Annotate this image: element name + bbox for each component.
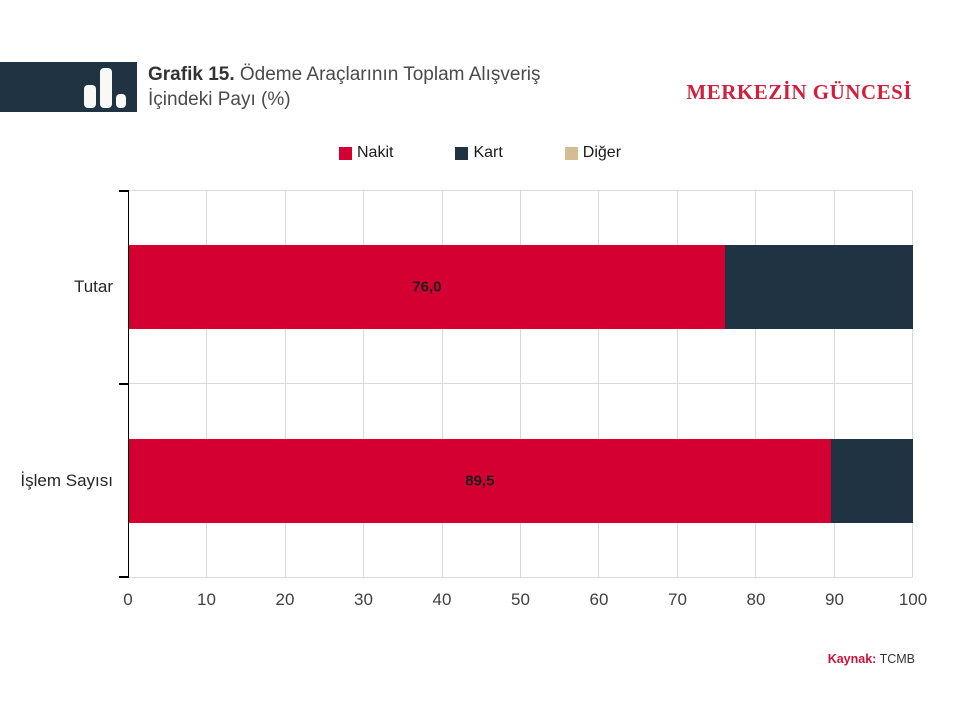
axis-tick — [119, 190, 128, 192]
legend-swatch-diğer — [564, 146, 578, 160]
gridline-horizontal — [129, 383, 913, 384]
gridline-vertical-40 — [441, 190, 443, 578]
legend-label: Diğer — [582, 144, 622, 161]
legend-swatch-nakit — [338, 146, 352, 160]
legend: Nakit Kart Diğer — [0, 144, 960, 162]
x-tick-label-40: 40 — [432, 590, 452, 609]
bar-segment-nakit — [129, 439, 831, 523]
brand-logo: MERKEZİN GÜNCESİ — [686, 80, 912, 104]
x-tick-label-50: 50 — [511, 590, 530, 609]
bar-row-0: 76,0 — [129, 190, 913, 384]
publication-logo — [0, 62, 137, 112]
gridline-vertical-90 — [833, 190, 835, 578]
x-tick-label-80: 80 — [746, 590, 766, 609]
bar-segment-nakit — [129, 245, 725, 329]
chart-title-line1: Ödeme Araçlarının Toplam Alışveriş — [234, 64, 541, 85]
gridline-vertical-80 — [755, 190, 757, 578]
bar-chart-icon — [84, 68, 126, 108]
x-axis-ticks: 0 10 20 30 40 50 60 70 80 90 100 — [123, 590, 927, 612]
plot-area: 76,0 89,5 — [119, 190, 913, 578]
legend-label: Kart — [473, 144, 503, 161]
category-label-1: İşlem Sayısı — [20, 471, 113, 490]
source-label: Kaynak: — [827, 652, 877, 666]
legend-swatch-kart — [455, 146, 469, 160]
category-labels: Tutar İşlem Sayısı — [0, 190, 113, 578]
category-label-0: Tutar — [73, 277, 113, 296]
stacked-bar-1: 89,5 — [129, 439, 913, 523]
bar-segment-kart — [724, 245, 913, 329]
bar-value-label: 76,0 — [412, 278, 442, 296]
chart-title: Grafik 15. Ödeme Araçlarının Toplam Alış… — [148, 62, 648, 112]
bar-row-1: 89,5 — [129, 384, 913, 578]
axis-tick — [119, 576, 128, 578]
x-tick-label-0: 0 — [123, 590, 133, 609]
gridline-horizontal — [129, 577, 913, 578]
gridline-vertical-30 — [363, 190, 365, 578]
legend-label: Nakit — [356, 144, 394, 161]
gridline-vertical-50 — [520, 190, 521, 578]
x-tick-label-30: 30 — [354, 590, 373, 609]
stacked-bar-0: 76,0 — [129, 245, 913, 329]
gridline-vertical-20 — [284, 190, 286, 578]
x-tick-label-90: 90 — [825, 590, 844, 609]
x-tick-label-20: 20 — [275, 590, 295, 609]
bar-segment-kart — [830, 439, 913, 523]
axis-tick — [119, 383, 128, 385]
gridline-vertical-60 — [598, 190, 600, 578]
gridline-vertical-100 — [912, 190, 913, 578]
legend-item-diğer: Diğer — [564, 144, 622, 162]
legend-item-nakit: Nakit — [338, 144, 394, 162]
source-value: TCMB — [879, 652, 915, 666]
bar-value-label: 89,5 — [465, 472, 495, 490]
chart-title-number: Grafik 15. — [148, 64, 235, 85]
chart-title-line2: İçindeki Payı (%) — [148, 89, 291, 110]
x-tick-label-70: 70 — [668, 590, 687, 609]
x-tick-label-10: 10 — [197, 590, 216, 609]
source-note: Kaynak: TCMB — [828, 652, 915, 666]
gridline-horizontal — [129, 190, 913, 191]
gridline-vertical-70 — [676, 190, 678, 578]
legend-item-kart: Kart — [455, 144, 503, 162]
gridline-vertical-10 — [206, 190, 208, 578]
x-tick-label-100: 100 — [898, 590, 928, 609]
x-tick-label-60: 60 — [589, 590, 609, 609]
